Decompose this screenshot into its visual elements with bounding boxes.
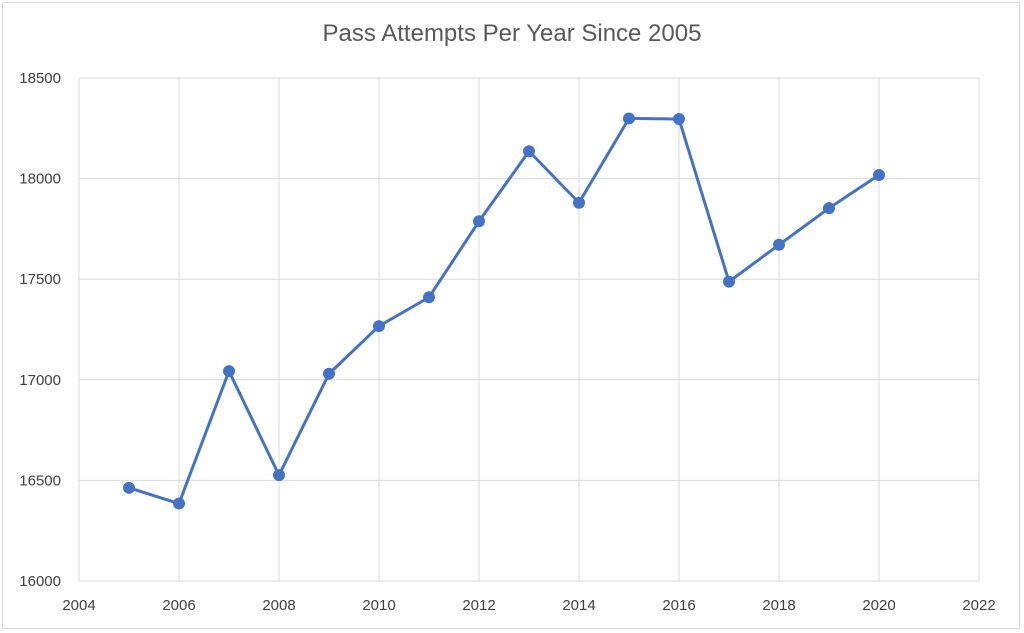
y-tick-label: 17000 <box>19 372 61 389</box>
data-point <box>623 112 635 125</box>
data-point <box>223 365 235 378</box>
y-tick-label: 16000 <box>19 573 61 590</box>
x-axis-tick-labels: 2004 2006 2008 2010 2012 2014 2016 2018 2020 2022 <box>62 597 995 614</box>
y-tick-label: 18000 <box>19 171 61 188</box>
horizontal-gridlines <box>79 77 979 582</box>
x-tick-label: 2018 <box>762 597 795 614</box>
chart-title: Pass Attempts Per Year Since 2005 <box>322 20 702 47</box>
data-point <box>673 113 685 126</box>
series-line <box>128 116 880 506</box>
x-tick-label: 2010 <box>362 597 395 614</box>
data-point <box>423 291 435 304</box>
data-point <box>323 367 335 380</box>
y-tick-label: 16500 <box>19 472 61 489</box>
x-tick-label: 2008 <box>262 597 295 614</box>
x-tick-label: 2012 <box>462 597 495 614</box>
series-layer <box>123 112 885 510</box>
x-tick-label: 2022 <box>962 597 995 614</box>
data-point <box>573 196 585 209</box>
data-point <box>473 215 485 228</box>
x-tick-label: 2016 <box>662 597 695 614</box>
vertical-gridlines <box>78 78 980 581</box>
data-point <box>823 202 835 215</box>
data-point <box>273 469 285 482</box>
data-point <box>773 238 785 251</box>
y-tick-label: 18500 <box>19 70 61 87</box>
data-point <box>373 320 385 333</box>
x-tick-label: 2020 <box>862 597 895 614</box>
x-tick-label: 2006 <box>162 597 195 614</box>
data-point <box>873 168 885 181</box>
data-point <box>523 145 535 158</box>
x-tick-label: 2014 <box>562 597 595 614</box>
x-tick-label: 2004 <box>62 597 95 614</box>
data-point <box>723 275 735 288</box>
y-axis-tick-labels: 16000 16500 17000 17500 18000 18500 <box>19 70 61 590</box>
y-tick-label: 17500 <box>19 271 61 288</box>
data-point <box>173 497 185 510</box>
data-point <box>123 481 135 494</box>
